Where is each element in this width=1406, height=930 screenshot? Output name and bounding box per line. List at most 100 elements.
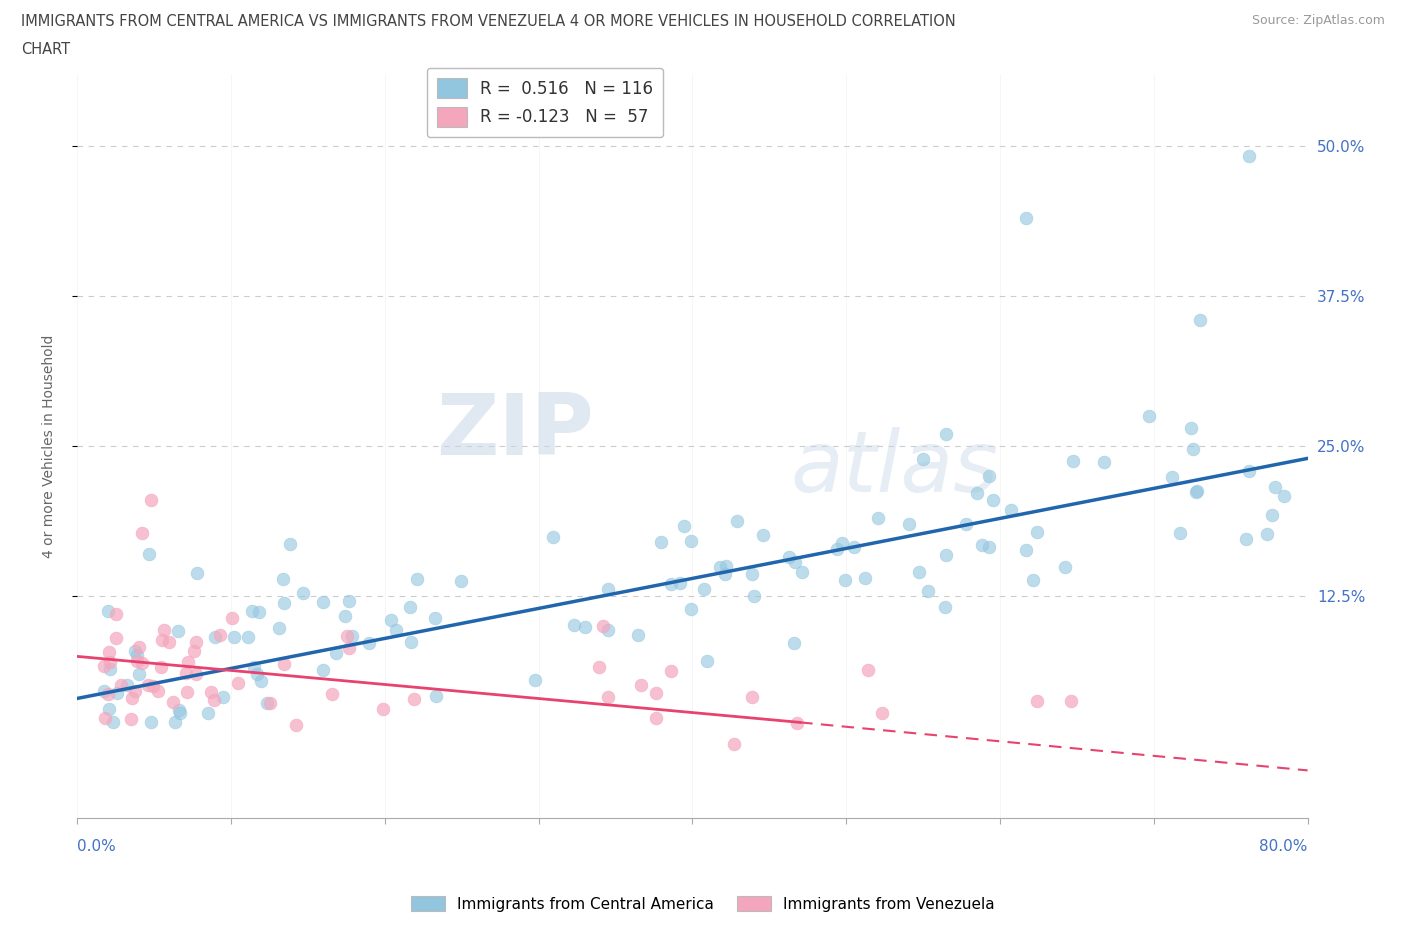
Point xyxy=(425,688,447,703)
Point xyxy=(291,585,314,600)
Point xyxy=(273,657,295,671)
Point xyxy=(150,659,173,674)
Text: atlas: atlas xyxy=(792,427,998,511)
Point xyxy=(1256,526,1278,541)
Point xyxy=(1272,488,1295,503)
Point xyxy=(94,711,117,725)
Point xyxy=(1182,441,1205,456)
Point xyxy=(247,604,270,619)
Point xyxy=(93,658,115,673)
Point xyxy=(1234,532,1257,547)
Point xyxy=(596,622,619,637)
Point xyxy=(897,516,920,531)
Point xyxy=(340,629,363,644)
Point xyxy=(139,715,162,730)
Point xyxy=(598,690,620,705)
Point xyxy=(105,685,128,700)
Point xyxy=(669,576,692,591)
Point xyxy=(659,664,682,679)
Point xyxy=(1185,484,1208,498)
Point xyxy=(1094,455,1116,470)
Point xyxy=(1237,149,1260,164)
Point xyxy=(202,692,225,707)
Point xyxy=(1170,525,1192,540)
Point xyxy=(273,596,295,611)
Point xyxy=(246,667,269,682)
Point xyxy=(679,534,702,549)
Point xyxy=(574,619,596,634)
Point xyxy=(142,679,165,694)
Point xyxy=(101,715,124,730)
Point xyxy=(312,663,335,678)
Point xyxy=(136,678,159,693)
Legend: Immigrants from Central America, Immigrants from Venezuela: Immigrants from Central America, Immigra… xyxy=(405,889,1001,918)
Point xyxy=(97,686,120,701)
Point xyxy=(1161,470,1184,485)
Point xyxy=(236,630,259,644)
Point xyxy=(1137,409,1160,424)
Point xyxy=(121,690,143,705)
Point xyxy=(588,659,610,674)
Point xyxy=(110,678,132,693)
Point xyxy=(184,634,207,649)
Point xyxy=(176,655,198,670)
Point xyxy=(853,570,876,585)
Point xyxy=(98,654,121,669)
Point xyxy=(672,518,695,533)
Point xyxy=(148,684,170,698)
Point xyxy=(650,535,672,550)
Point xyxy=(226,676,249,691)
Point xyxy=(1180,420,1202,435)
Point xyxy=(972,538,994,552)
Point xyxy=(696,654,718,669)
Point xyxy=(267,621,290,636)
Point xyxy=(186,565,208,580)
Point xyxy=(128,667,150,682)
Point xyxy=(659,577,682,591)
Point xyxy=(1026,525,1049,539)
Point xyxy=(1188,313,1211,328)
Point xyxy=(169,706,191,721)
Point xyxy=(98,661,121,676)
Point xyxy=(627,627,650,642)
Point xyxy=(311,594,333,609)
Point xyxy=(630,678,652,693)
Point xyxy=(714,559,737,574)
Point xyxy=(908,565,931,579)
Point xyxy=(280,537,302,551)
Point xyxy=(645,711,668,725)
Point xyxy=(197,705,219,720)
Point xyxy=(184,667,207,682)
Point xyxy=(105,606,128,621)
Point xyxy=(786,716,808,731)
Point xyxy=(955,517,977,532)
Point xyxy=(259,696,281,711)
Point xyxy=(917,584,939,599)
Text: 0.0%: 0.0% xyxy=(77,839,117,854)
Point xyxy=(162,694,184,709)
Point xyxy=(211,689,233,704)
Point xyxy=(380,612,402,627)
Point xyxy=(325,645,347,660)
Point xyxy=(783,635,806,650)
Point xyxy=(97,604,120,618)
Point xyxy=(1237,464,1260,479)
Point xyxy=(222,630,245,644)
Point xyxy=(97,644,120,659)
Point xyxy=(250,673,273,688)
Point xyxy=(399,599,422,614)
Point xyxy=(598,581,620,596)
Point xyxy=(1014,542,1036,557)
Point xyxy=(1000,502,1022,517)
Point xyxy=(385,622,408,637)
Point xyxy=(1060,693,1083,708)
Point xyxy=(834,573,856,588)
Point xyxy=(208,627,231,642)
Point xyxy=(966,485,988,500)
Legend: R =  0.516   N = 116, R = -0.123   N =  57: R = 0.516 N = 116, R = -0.123 N = 57 xyxy=(426,68,664,137)
Text: IMMIGRANTS FROM CENTRAL AMERICA VS IMMIGRANTS FROM VENEZUELA 4 OR MORE VEHICLES : IMMIGRANTS FROM CENTRAL AMERICA VS IMMIG… xyxy=(21,14,956,29)
Point xyxy=(742,589,765,604)
Point xyxy=(97,702,120,717)
Point xyxy=(523,672,546,687)
Point xyxy=(564,618,586,632)
